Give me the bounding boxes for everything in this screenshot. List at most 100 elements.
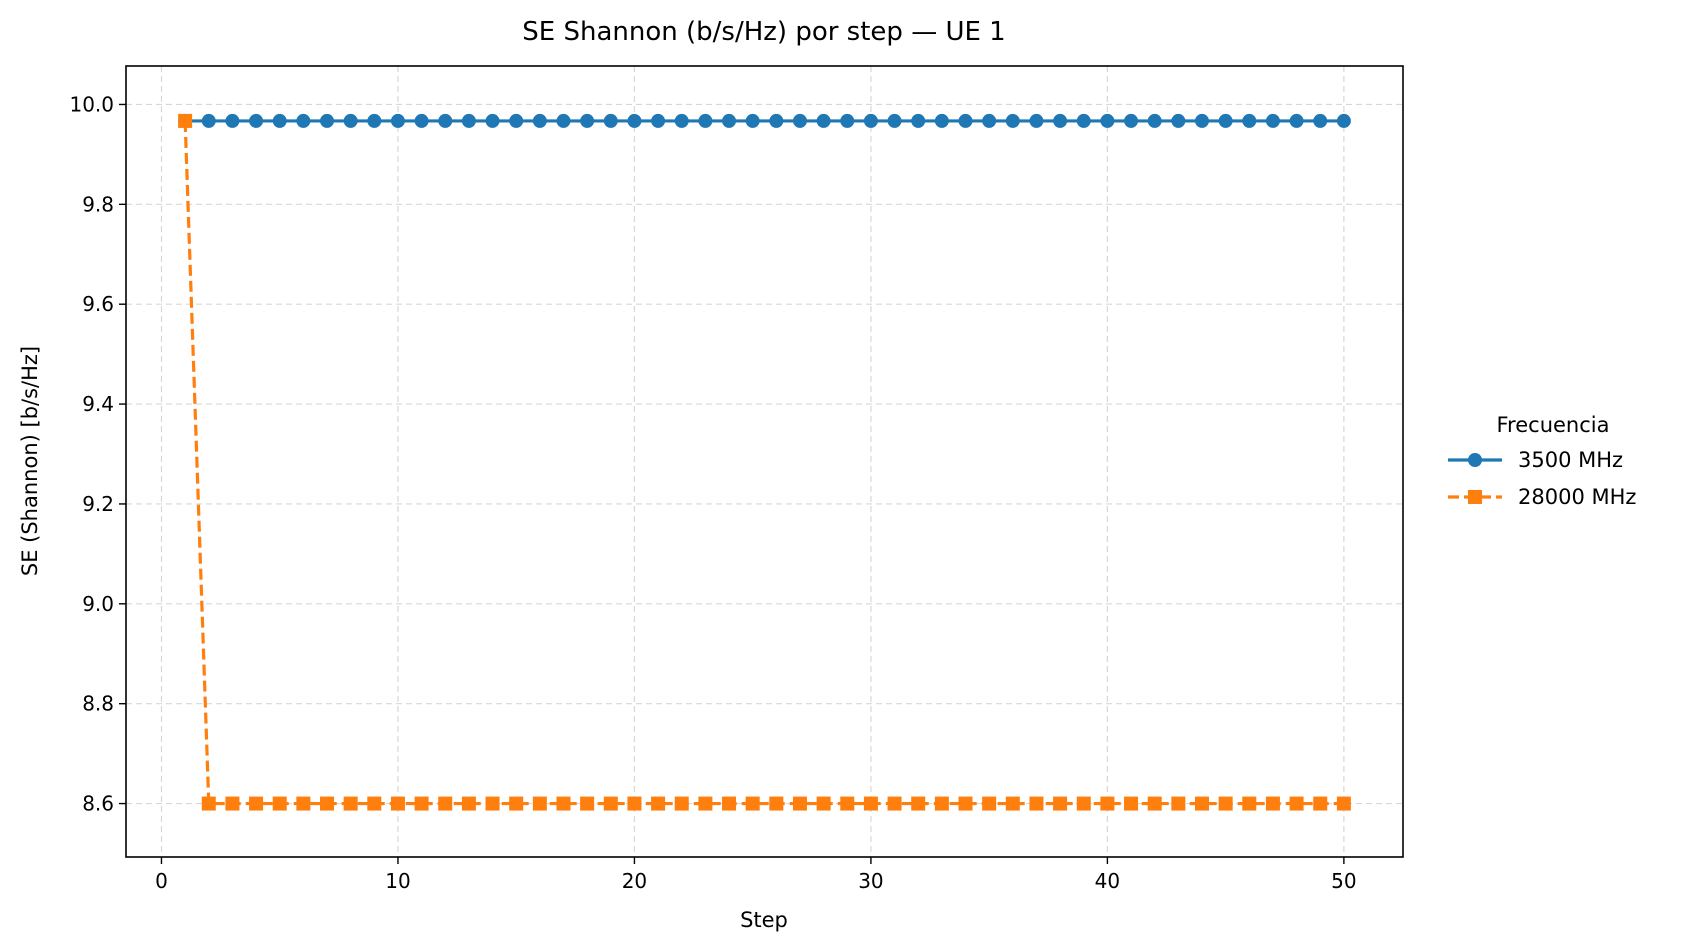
axis-ticks: 0 10 20 30 40 50 8.6 8.8 9.0 9.2 9.4 9.6 9.8 10.0 [69,92,1356,893]
data-point [343,113,358,128]
data-point [1336,796,1351,811]
data-point [651,113,666,128]
data-point [816,113,831,128]
data-point [1171,796,1186,811]
data-point [1124,113,1139,128]
data-point [1313,113,1328,128]
data-point [1100,113,1115,128]
data-point [1005,113,1020,128]
x-tick-label: 20 [622,869,647,893]
y-tick-label: 9.4 [82,392,114,416]
data-point [958,113,973,128]
data-point [651,796,666,811]
y-tick-label: 9.0 [82,592,114,616]
data-point [1029,113,1044,128]
data-point [887,796,902,811]
data-point [840,796,855,811]
data-point [296,796,311,811]
x-tick-label: 0 [155,869,168,893]
x-tick-label: 10 [385,869,410,893]
data-point [1147,796,1162,811]
chart-title: SE Shannon (b/s/Hz) por step — UE 1 [522,17,1005,47]
data-point [982,796,997,811]
data-point [343,796,358,811]
data-point [556,113,571,128]
data-point [1194,113,1209,128]
x-axis-label: Step [740,908,788,932]
data-point [532,796,547,811]
data-point [863,113,878,128]
data-point [249,113,264,128]
data-point [934,113,949,128]
data-point [1336,113,1351,128]
data-point [745,113,760,128]
data-point [296,113,311,128]
data-point [769,796,784,811]
grid [126,66,1403,857]
data-point [863,796,878,811]
data-point [769,113,784,128]
data-point [1076,113,1091,128]
x-tick-label: 50 [1331,869,1356,893]
y-tick-label: 9.6 [82,292,114,316]
data-point [982,113,997,128]
data-point [792,796,807,811]
data-point [1053,796,1068,811]
data-point [272,113,287,128]
data-point [674,796,689,811]
data-point [438,113,453,128]
data-point [1076,796,1091,811]
data-point [461,113,476,128]
data-point [390,796,405,811]
data-point [272,796,287,811]
data-point [1194,796,1209,811]
series-28000-mhz [178,113,1351,811]
data-point [249,796,264,811]
data-point [1005,796,1020,811]
data-point [698,796,713,811]
legend-swatch-marker [1468,453,1482,467]
data-point [367,113,382,128]
data-point [225,113,240,128]
data-point [320,113,335,128]
data-point [485,113,500,128]
data-point [816,796,831,811]
data-point [1242,113,1257,128]
data-point [911,113,926,128]
data-point [1053,113,1068,128]
data-point [722,113,737,128]
x-tick-label: 40 [1095,869,1120,893]
data-point [414,796,429,811]
legend-label: 28000 MHz [1518,485,1636,509]
data-point [1242,796,1257,811]
plot-area-frame [125,65,1404,858]
y-tick-label: 9.8 [82,192,114,216]
data-point [580,796,595,811]
data-point [1265,796,1280,811]
legend-title: Frecuencia [1497,413,1610,437]
data-point [674,113,689,128]
data-point [461,796,476,811]
data-point [1029,796,1044,811]
x-tick-label: 30 [858,869,883,893]
data-point [627,796,642,811]
y-tick-label: 9.2 [82,492,114,516]
legend-entries: 3500 MHz 28000 MHz [1448,448,1636,509]
data-point [509,796,524,811]
data-point [627,113,642,128]
data-point [1100,796,1115,811]
data-point [485,796,500,811]
data-point [1313,796,1328,811]
data-point [911,796,926,811]
data-point [1147,113,1162,128]
data-point [840,113,855,128]
data-point [201,796,216,811]
data-point [178,113,193,128]
data-point [722,796,737,811]
data-point [580,113,595,128]
data-point [1289,796,1304,811]
legend-entry-28000-mhz: 28000 MHz [1448,485,1636,509]
data-point [1218,796,1233,811]
